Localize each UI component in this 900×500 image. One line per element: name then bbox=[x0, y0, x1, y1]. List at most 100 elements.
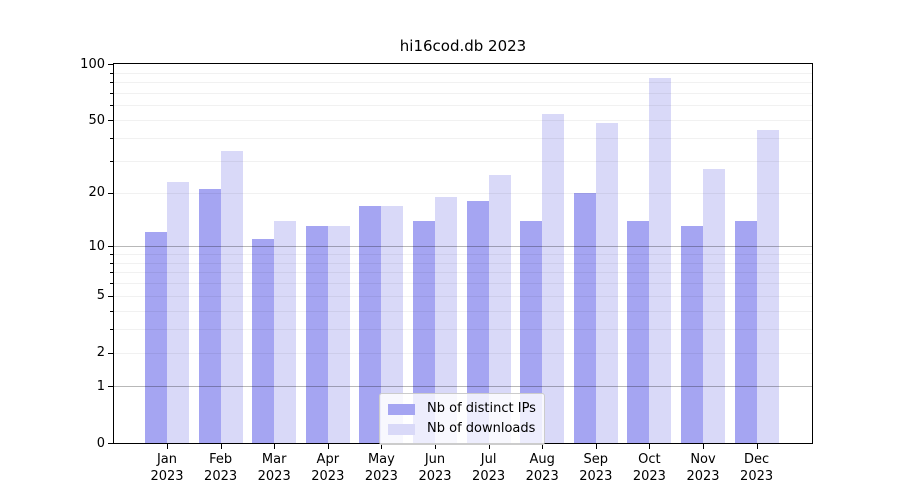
bar-downloads-Nov bbox=[703, 169, 725, 443]
y-minor-tick-mark-60 bbox=[110, 105, 113, 107]
x-axis-tick-label-Apr: Apr 2023 bbox=[311, 452, 345, 484]
bar-distinct-ips-Jul bbox=[466, 201, 489, 443]
legend-label-downloads: Nb of downloads bbox=[427, 421, 536, 436]
bar-distinct-ips-Jan bbox=[145, 232, 167, 443]
x-axis-tick-label-Dec: Dec 2023 bbox=[740, 452, 774, 484]
y-axis-tick-label-0: 0 bbox=[96, 435, 105, 451]
bar-downloads-Feb bbox=[220, 151, 243, 443]
gridline-minor-30 bbox=[114, 160, 812, 162]
bar-downloads-Oct bbox=[649, 78, 672, 443]
x-tick-mark-Jul bbox=[488, 444, 490, 449]
bar-downloads-Sep bbox=[595, 123, 618, 443]
chart-title: hi16cod.db 2023 bbox=[399, 37, 527, 55]
x-tick-mark-Dec bbox=[756, 444, 758, 449]
bar-distinct-ips-May bbox=[359, 205, 382, 443]
legend-swatch-downloads bbox=[388, 423, 415, 435]
bar-distinct-ips-Oct bbox=[627, 220, 650, 443]
legend-label-distinct-ips: Nb of distinct IPs bbox=[427, 401, 536, 416]
bar-distinct-ips-Feb bbox=[198, 189, 221, 443]
y-tick-mark-10 bbox=[108, 246, 113, 248]
bar-downloads-Jul bbox=[488, 175, 511, 443]
x-axis-tick-label-Aug: Aug 2023 bbox=[525, 452, 559, 484]
y-minor-tick-mark-8 bbox=[110, 262, 113, 264]
gridline-minor-5 bbox=[114, 295, 812, 297]
bar-distinct-ips-Sep bbox=[573, 192, 596, 443]
y-tick-mark-50 bbox=[108, 120, 113, 122]
gridline-major-1 bbox=[114, 386, 812, 388]
gridline-minor-9 bbox=[114, 253, 812, 255]
gridline-minor-7 bbox=[114, 272, 812, 274]
legend-item-distinct-ips: Nb of distinct IPs bbox=[388, 399, 536, 419]
gridline-minor-90 bbox=[114, 72, 812, 74]
bar-downloads-May bbox=[381, 205, 404, 443]
gridline-major-10 bbox=[114, 246, 812, 248]
gridline-minor-60 bbox=[114, 105, 812, 107]
y-axis-tick-label-20: 20 bbox=[88, 185, 105, 201]
x-axis-tick-label-May: May 2023 bbox=[364, 452, 398, 484]
gridline-minor-3 bbox=[114, 329, 812, 331]
y-tick-mark-5 bbox=[108, 295, 113, 297]
legend-item-downloads: Nb of downloads bbox=[388, 419, 536, 439]
x-axis-tick-label-Nov: Nov 2023 bbox=[686, 452, 720, 484]
y-tick-mark-0 bbox=[108, 443, 113, 444]
gridline-minor-20 bbox=[114, 192, 812, 194]
y-axis-tick-label-5: 5 bbox=[96, 288, 105, 304]
gridline-minor-80 bbox=[114, 82, 812, 84]
x-tick-mark-Aug bbox=[542, 444, 544, 449]
x-axis-tick-label-Oct: Oct 2023 bbox=[632, 452, 666, 484]
y-minor-tick-mark-4 bbox=[110, 310, 113, 312]
y-minor-tick-mark-40 bbox=[110, 138, 113, 140]
gridline-minor-50 bbox=[114, 120, 812, 122]
y-axis-tick-label-100: 100 bbox=[80, 56, 105, 72]
x-axis-tick-label-Jan: Jan 2023 bbox=[150, 452, 184, 484]
x-tick-mark-Jan bbox=[167, 444, 168, 449]
bar-downloads-Jun bbox=[435, 197, 457, 443]
gridline-minor-8 bbox=[114, 262, 812, 264]
y-minor-tick-mark-3 bbox=[110, 329, 113, 331]
x-tick-mark-Oct bbox=[649, 444, 651, 449]
y-axis-tick-label-50: 50 bbox=[88, 112, 105, 128]
y-minor-tick-mark-80 bbox=[110, 82, 113, 84]
y-minor-tick-mark-30 bbox=[110, 160, 113, 162]
bar-distinct-ips-Dec bbox=[734, 220, 757, 443]
bar-distinct-ips-Aug bbox=[520, 220, 543, 443]
x-axis-tick-label-Mar: Mar 2023 bbox=[257, 452, 291, 484]
legend: Nb of distinct IPs Nb of downloads bbox=[379, 393, 545, 445]
x-tick-mark-Feb bbox=[220, 444, 222, 449]
x-axis-tick-label-Jul: Jul 2023 bbox=[472, 452, 506, 484]
bar-downloads-Jan bbox=[167, 182, 189, 443]
y-axis-tick-label-1: 1 bbox=[96, 378, 105, 394]
bar-downloads-Apr bbox=[327, 226, 350, 443]
x-tick-mark-Apr bbox=[327, 444, 329, 449]
x-tick-mark-Sep bbox=[595, 444, 597, 449]
gridline-minor-70 bbox=[114, 92, 812, 94]
plot-area: Nb of distinct IPs Nb of downloads bbox=[113, 63, 813, 445]
bar-downloads-Mar bbox=[274, 220, 297, 443]
legend-swatch-distinct-ips bbox=[388, 403, 415, 415]
bar-distinct-ips-Nov bbox=[681, 226, 703, 443]
y-tick-mark-20 bbox=[108, 192, 113, 194]
bar-distinct-ips-Mar bbox=[252, 238, 275, 443]
bar-distinct-ips-Jun bbox=[413, 220, 435, 443]
y-tick-mark-2 bbox=[108, 352, 113, 354]
gridline-minor-40 bbox=[114, 138, 812, 140]
x-axis-tick-label-Feb: Feb 2023 bbox=[204, 452, 238, 484]
bar-downloads-Dec bbox=[756, 130, 779, 443]
bar-distinct-ips-Apr bbox=[305, 226, 328, 443]
y-axis-tick-label-10: 10 bbox=[88, 238, 105, 254]
gridline-minor-6 bbox=[114, 283, 812, 285]
y-minor-tick-mark-9 bbox=[110, 253, 113, 255]
y-minor-tick-mark-6 bbox=[110, 283, 113, 285]
y-minor-tick-mark-90 bbox=[110, 72, 113, 74]
x-tick-mark-May bbox=[381, 444, 383, 449]
y-minor-tick-mark-70 bbox=[110, 92, 113, 94]
x-tick-mark-Jun bbox=[435, 444, 436, 449]
gridline-minor-2 bbox=[114, 352, 812, 354]
x-axis-tick-label-Jun: Jun 2023 bbox=[418, 452, 452, 484]
y-tick-mark-1 bbox=[108, 386, 113, 388]
y-axis-tick-label-2: 2 bbox=[96, 345, 105, 361]
x-tick-mark-Nov bbox=[703, 444, 704, 449]
bar-downloads-Aug bbox=[542, 113, 565, 443]
y-minor-tick-mark-7 bbox=[110, 272, 113, 274]
